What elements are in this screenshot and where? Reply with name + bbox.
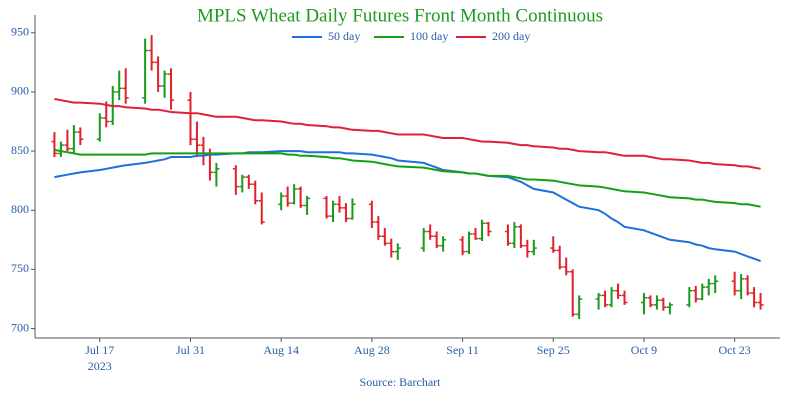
chart-title: MPLS Wheat Daily Futures Front Month Con… [197,5,603,26]
x-year-label: 2023 [88,359,112,373]
x-tick-label: Aug 14 [263,343,299,357]
x-tick-label: Oct 9 [631,343,657,357]
x-tick-label: Sep 11 [446,343,479,357]
y-tick-label: 950 [11,24,29,38]
ma-line [54,98,761,170]
y-tick-label: 800 [11,202,29,216]
legend-label: 100 day [410,29,448,43]
y-tick-label: 850 [11,143,29,157]
x-tick-label: Oct 23 [718,343,750,357]
ma-line [54,148,761,208]
source: Source: Barchart [360,375,442,389]
legend-label: 200 day [492,29,530,43]
y-tick-label: 900 [11,84,29,98]
x-tick-label: Aug 28 [354,343,390,357]
x-tick-label: Jul 31 [176,343,205,357]
ma-line [54,150,761,263]
x-tick-label: Jul 17 [85,343,114,357]
y-tick-label: 750 [11,261,29,275]
y-tick-label: 700 [11,320,29,334]
legend-label: 50 day [328,29,360,43]
x-tick-label: Sep 25 [537,343,570,357]
